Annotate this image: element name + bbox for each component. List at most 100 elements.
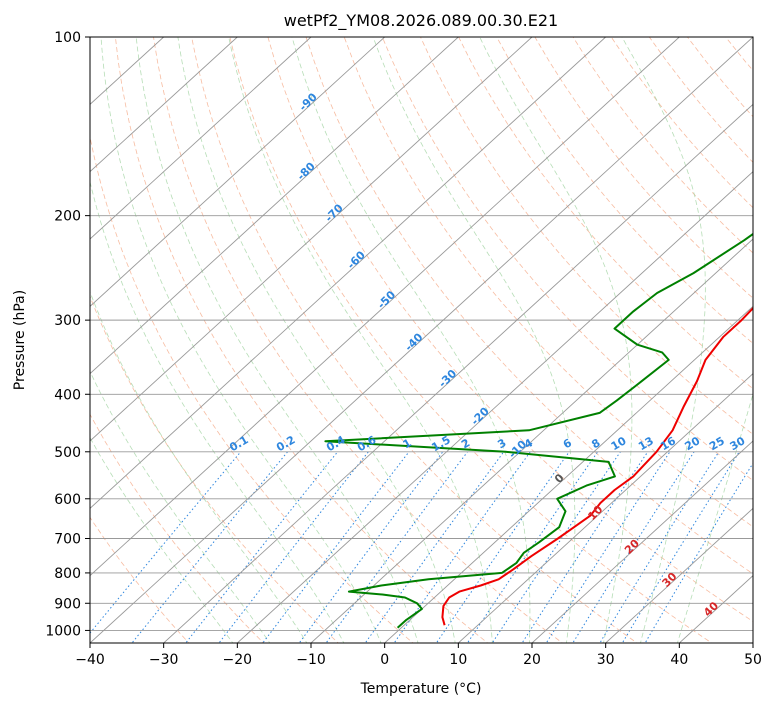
x-tick-label: 20 — [523, 652, 541, 668]
mixing-ratio-label: 30 — [728, 434, 748, 453]
mixing-ratio-line — [572, 451, 695, 643]
series-layer — [324, 232, 753, 629]
mixing-ratio-label: 10 — [609, 434, 629, 453]
mixing-ratio-line — [644, 462, 753, 643]
isotherm-line — [605, 507, 753, 643]
y-axis-title: Pressure (hPa) — [12, 290, 28, 390]
isotherm-label: -70 — [323, 201, 346, 224]
isotherm-line — [90, 37, 533, 442]
mixing-ratio-line — [298, 451, 444, 643]
mixing-ratio-label: 6 — [561, 436, 574, 451]
isotherm-label: 20 — [622, 537, 642, 557]
mixing-ratio-line — [364, 451, 505, 643]
x-tick-label: −30 — [149, 652, 179, 668]
mixing-ratio-label: 0.2 — [274, 433, 297, 454]
x-tick-label: 40 — [670, 652, 688, 668]
x-tick-label: 0 — [380, 652, 389, 668]
isotherm-line — [310, 238, 753, 643]
mixing-ratio-line — [393, 451, 531, 643]
dry-adiabat-line — [115, 37, 489, 643]
dry-adiabat-line — [90, 516, 190, 643]
dry-adiabat-line — [534, 37, 753, 299]
x-tick-label: −40 — [75, 652, 105, 668]
isotherm-line — [384, 305, 753, 643]
isotherm-label: -40 — [402, 330, 425, 353]
y-tick-label: 900 — [54, 596, 81, 612]
isotherm-line — [458, 373, 753, 643]
isotherm-line — [90, 37, 459, 375]
mixing-ratio-line — [185, 451, 338, 643]
mixing-ratio-line — [491, 451, 621, 643]
y-tick-label: 700 — [54, 532, 81, 548]
mixing-ratio-label: 3 — [495, 436, 508, 451]
dry-adiabat-line — [648, 37, 753, 163]
chart-title: wetPf2_YM08.2026.089.00.30.E21 — [284, 11, 558, 31]
x-tick-label: 30 — [597, 652, 615, 668]
x-tick-label: −10 — [296, 652, 326, 668]
profile-series-line — [441, 306, 753, 626]
dry-adiabat-line — [90, 295, 339, 643]
moist-adiabat-line — [90, 180, 345, 643]
isotherm-line — [90, 37, 312, 240]
moist-adiabat-line — [621, 37, 706, 643]
mixing-ratio-label: 0.4 — [324, 433, 348, 454]
mixing-ratio-line — [521, 451, 649, 643]
x-axis: −40 −30 −20 −10 0 10 20 30 40 50 — [75, 643, 762, 668]
isotherm-line — [752, 642, 753, 643]
dry-adiabat-line — [764, 37, 775, 645]
y-tick-label: 1000 — [45, 623, 81, 639]
mixing-ratio-label: 1 — [401, 436, 414, 451]
moist-adiabat-line — [372, 37, 576, 643]
mixing-ratio-label: 20 — [682, 434, 702, 453]
moist-adiabat-line — [676, 392, 753, 643]
x-tick-label: 10 — [449, 652, 467, 668]
dry-adiabat-line — [229, 37, 713, 643]
profile-series-line — [324, 232, 753, 629]
isotherm-line — [531, 440, 753, 643]
isotherm-label: -50 — [375, 288, 398, 311]
dry-adiabat-line — [90, 134, 414, 643]
isotherm-line — [90, 37, 385, 307]
mixing-ratio-line — [621, 451, 740, 643]
moist-adiabat-line — [90, 370, 271, 643]
moist-adiabat-line — [100, 37, 382, 643]
dry-adiabat-line — [496, 37, 753, 344]
mixing-ratio-line — [131, 451, 288, 643]
isotherm-label: -30 — [436, 367, 459, 390]
mixing-ratio-line — [466, 451, 599, 643]
y-tick-label: 300 — [54, 313, 81, 329]
x-tick-label: −20 — [223, 652, 253, 668]
moist-adiabat-line — [228, 37, 493, 643]
x-axis-title: Temperature (°C) — [360, 681, 482, 697]
isotherm-line — [90, 37, 680, 577]
mixing-ratio-line — [435, 451, 570, 643]
dry-adiabat-line — [343, 37, 753, 528]
dry-adiabat-line — [90, 413, 265, 643]
mixing-ratio-line — [262, 451, 410, 643]
dry-adiabat-line — [458, 37, 753, 390]
dry-adiabat-line — [687, 37, 753, 118]
mixing-ratio-line — [325, 451, 468, 643]
isotherm-line — [90, 37, 238, 173]
isotherm-label: 10 — [585, 503, 605, 523]
mixing-ratio-label: 16 — [658, 434, 678, 453]
isotherm-line — [90, 37, 606, 509]
mixing-ratio-line — [90, 451, 242, 634]
y-tick-label: 200 — [54, 209, 81, 225]
isotherm-label: 40 — [701, 599, 721, 619]
mixing-ratio-label: 0.1 — [227, 433, 250, 454]
y-tick-label: 100 — [54, 30, 81, 46]
x-tick-label: 50 — [744, 652, 762, 668]
y-tick-label: 600 — [54, 492, 81, 508]
dry-adiabat-line — [305, 37, 753, 575]
moist-adiabat-line — [90, 290, 308, 643]
dry-adiabat-line — [420, 37, 753, 435]
dry-adiabat-line — [381, 37, 753, 481]
y-tick-label: 800 — [54, 566, 81, 582]
mixing-ratio-label: 0.6 — [355, 433, 379, 454]
mixing-ratio-label: 25 — [707, 434, 727, 453]
isotherm-label: -80 — [295, 159, 318, 182]
mixing-ratio-line — [599, 451, 720, 643]
plot-frame — [89, 36, 754, 644]
